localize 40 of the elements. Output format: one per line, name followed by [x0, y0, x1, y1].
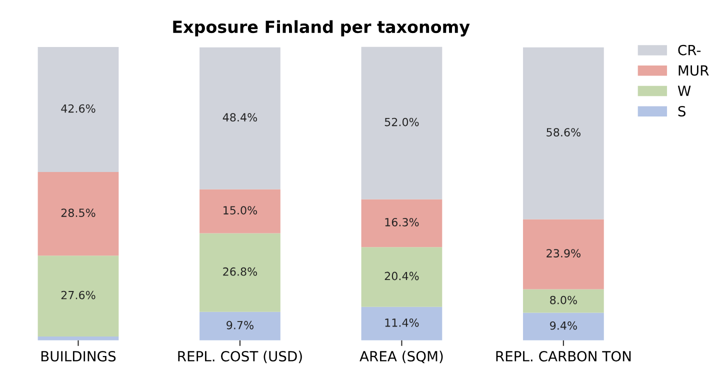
data-label: 48.4%	[222, 113, 258, 122]
data-label: 23.9%	[546, 249, 580, 258]
bar	[361, 199, 442, 248]
x-tick-label: AREA (SQM)	[360, 350, 443, 364]
data-label: 58.6%	[546, 128, 580, 136]
bar	[523, 47, 604, 220]
bar	[38, 172, 119, 256]
chart-title: Exposure Finland per taxonomy	[173, 20, 470, 36]
data-label: 28.5%	[61, 208, 96, 218]
bar	[200, 189, 280, 234]
legend-label: MUR	[678, 65, 709, 76]
data-label: 9.4%	[550, 321, 577, 330]
bar	[38, 256, 119, 337]
legend-label: CR-	[678, 44, 701, 56]
bar	[361, 247, 442, 307]
legend-label: W	[678, 86, 691, 96]
data-label: 26.8%	[223, 267, 258, 276]
data-label: 42.6%	[61, 104, 96, 113]
bar	[38, 47, 119, 172]
x-tick-label: REPL. CARBON TON	[496, 351, 631, 362]
data-label: 15.0%	[224, 206, 258, 215]
bar	[361, 46, 442, 200]
bar	[200, 312, 280, 340]
data-label: 27.6%	[61, 290, 96, 300]
data-label: 52.0%	[384, 118, 419, 126]
bar	[523, 219, 604, 290]
x-tick-label: BUILDINGS	[41, 351, 116, 362]
bar	[38, 336, 119, 340]
x-tick-label: REPL. COST (USD)	[178, 350, 302, 364]
bar	[200, 233, 280, 312]
bar	[523, 312, 604, 340]
data-label: 11.4%	[385, 318, 419, 327]
bar	[200, 47, 280, 190]
bar	[361, 306, 442, 340]
bar	[523, 289, 604, 313]
data-label: 20.4%	[384, 272, 419, 280]
data-label: 8.0%	[550, 296, 577, 304]
data-label: 9.7%	[226, 320, 254, 330]
legend-label: S	[678, 106, 686, 116]
data-label: 16.3%	[385, 218, 419, 226]
